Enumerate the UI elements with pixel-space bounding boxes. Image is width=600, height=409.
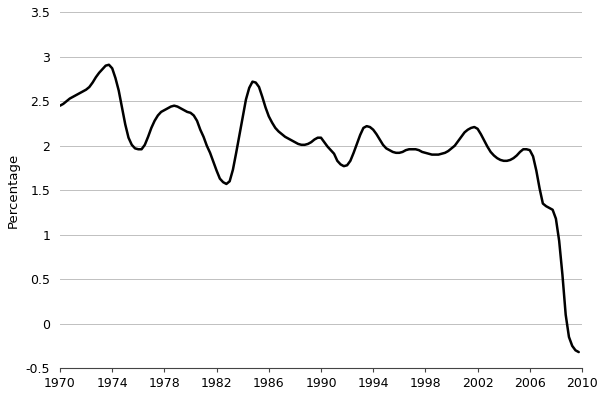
Y-axis label: Percentage: Percentage [7, 153, 20, 228]
